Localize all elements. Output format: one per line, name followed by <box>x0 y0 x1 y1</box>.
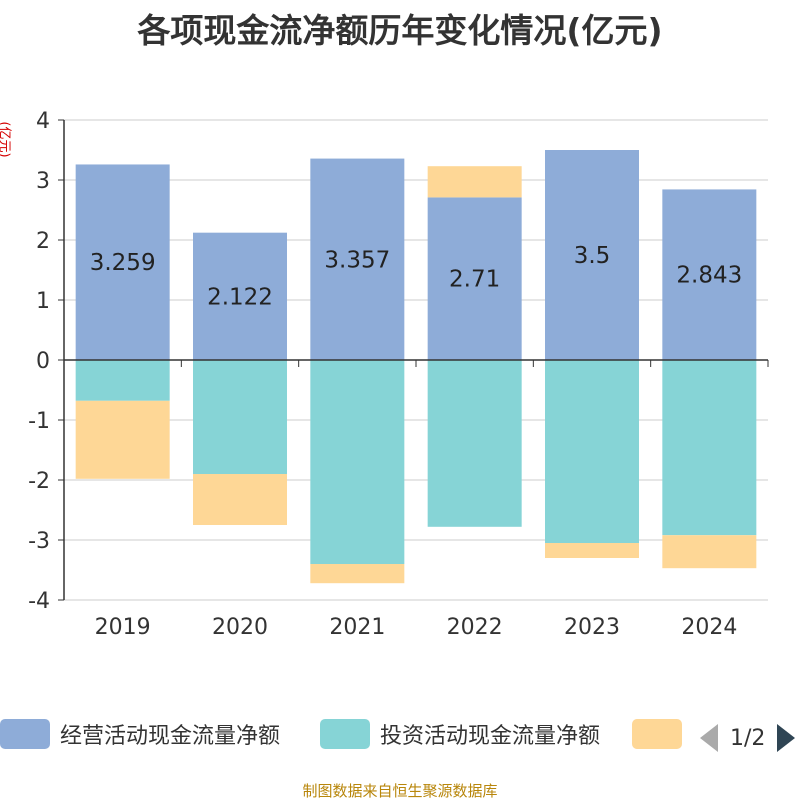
pager-prev-icon[interactable] <box>700 724 718 752</box>
bars <box>75 150 757 584</box>
bar-investing-2019 <box>75 360 170 401</box>
bar-operating-2023 <box>545 150 639 360</box>
bar-operating-2020 <box>193 232 287 360</box>
y-tick-label: 4 <box>36 109 50 134</box>
x-tick-label-2024: 2024 <box>681 615 737 640</box>
y-tick-label: 1 <box>36 289 50 314</box>
bar-financing-2023 <box>545 543 639 558</box>
pager-next-icon[interactable] <box>777 724 796 752</box>
y-tick-label: -1 <box>28 409 50 434</box>
legend: 经营活动现金流量净额 投资活动现金流量净额 1/2 <box>0 716 800 756</box>
legend-item-financing[interactable] <box>632 716 692 752</box>
data-label-operating-2020: 2.122 <box>207 284 273 310</box>
legend-item-operating[interactable]: 经营活动现金流量净额 <box>0 716 280 752</box>
bar-operating-2022 <box>427 197 522 360</box>
bar-investing-2021 <box>310 360 405 564</box>
bar-financing-2021 <box>310 564 405 584</box>
y-tick-label: -4 <box>28 589 50 614</box>
x-tick-label-2023: 2023 <box>564 615 620 640</box>
chart-title: 各项现金流净额历年变化情况(亿元) <box>137 11 663 50</box>
bar-investing-2020 <box>193 360 287 474</box>
y-tick-label: 0 <box>36 349 50 374</box>
legend-pager: 1/2 <box>700 720 796 756</box>
legend-swatch-investing <box>320 719 370 749</box>
data-label-operating-2021: 3.357 <box>324 247 390 273</box>
bar-investing-2024 <box>662 360 757 536</box>
bar-chart: 4 3 2 1 0 -1 -2 -3 -4 2019 2020 2021 2022 2023 2024 3.… <box>28 109 769 640</box>
data-label-operating-2024: 2.843 <box>676 263 742 289</box>
bar-operating-2019 <box>75 164 170 360</box>
source-note: 制图数据来自恒生聚源数据库 <box>302 782 498 800</box>
legend-swatch-financing <box>632 719 682 749</box>
bar-financing-2024 <box>662 535 757 569</box>
legend-label-investing: 投资活动现金流量净额 <box>380 724 601 749</box>
pager-page-text: 1/2 <box>730 725 766 751</box>
y-tick-label: 2 <box>36 229 50 254</box>
legend-item-investing[interactable]: 投资活动现金流量净额 <box>320 716 600 752</box>
legend-label-operating: 经营活动现金流量净额 <box>60 724 281 749</box>
data-label-operating-2022: 2.71 <box>449 267 500 293</box>
bar-financing-2019 <box>75 400 170 479</box>
grid-lines <box>64 119 768 601</box>
bar-financing-2022 <box>427 166 522 198</box>
bar-financing-2020 <box>193 474 287 525</box>
data-label-operating-2019: 3.259 <box>90 250 156 276</box>
x-tick-label-2019: 2019 <box>95 615 151 640</box>
y-tick-label: 3 <box>36 169 50 194</box>
bar-operating-2024 <box>662 189 757 360</box>
x-tick-label-2020: 2020 <box>212 615 268 640</box>
bar-investing-2022 <box>427 360 522 527</box>
x-tick-label-2021: 2021 <box>329 615 385 640</box>
y-tick-label: -2 <box>28 469 50 494</box>
legend-swatch-operating <box>0 719 50 749</box>
bar-investing-2023 <box>545 360 639 543</box>
axes: 4 3 2 1 0 -1 -2 -3 -4 2019 2020 2021 2022 2023 2024 <box>28 109 769 640</box>
data-label-operating-2023: 3.5 <box>574 243 611 269</box>
x-tick-label-2022: 2022 <box>447 615 503 640</box>
y-tick-label: -3 <box>28 529 50 554</box>
data-labels: 3.259 2.122 3.357 2.71 3.5 2.843 <box>90 243 743 310</box>
bar-operating-2021 <box>310 158 405 360</box>
